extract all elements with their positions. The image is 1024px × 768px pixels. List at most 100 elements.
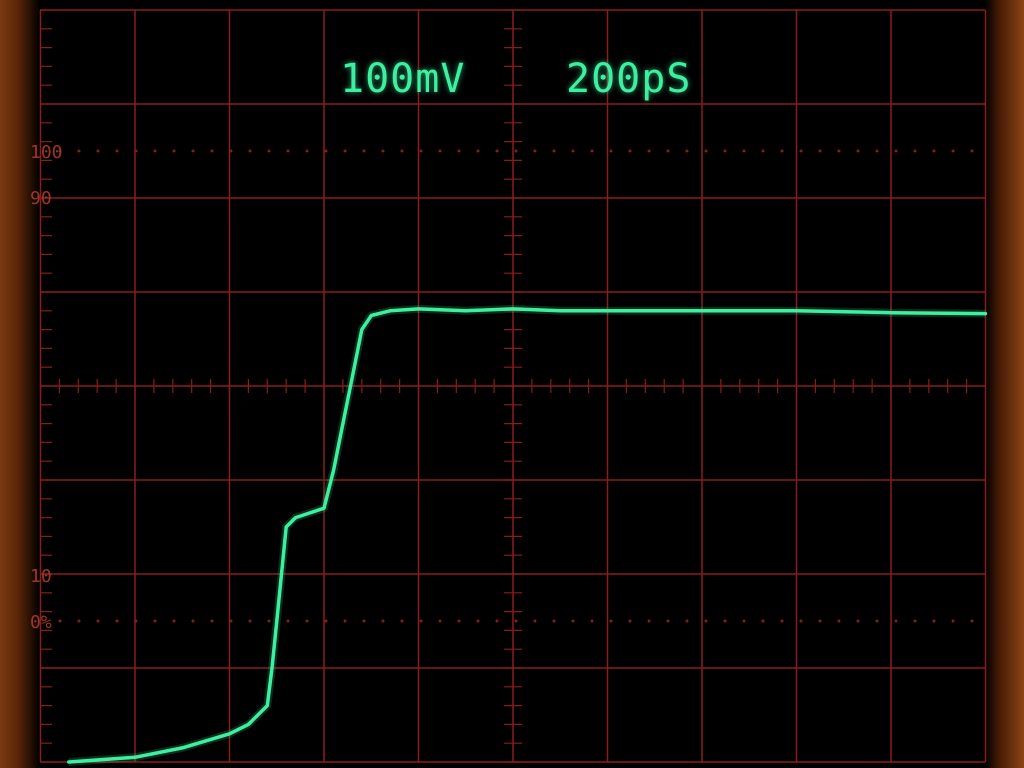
graticule-dot — [742, 619, 746, 623]
graticule-dot — [970, 619, 974, 623]
graticule-dot — [457, 149, 461, 153]
graticule-dot — [685, 149, 689, 153]
graticule-dot — [628, 149, 632, 153]
graticule-dot — [571, 149, 575, 153]
graticule-dot — [286, 619, 290, 623]
graticule-dot — [191, 149, 195, 153]
graticule-dot — [476, 149, 480, 153]
graticule-dot — [438, 149, 442, 153]
graticule-dot — [58, 149, 62, 153]
graticule-dot — [58, 619, 62, 623]
graticule-dot — [115, 619, 119, 623]
graticule-dot — [476, 619, 480, 623]
graticule-dot — [780, 149, 784, 153]
graticule-dot — [96, 619, 100, 623]
graticule-dot — [400, 619, 404, 623]
graticule-dot — [799, 149, 803, 153]
graticule-dot — [267, 619, 271, 623]
graticule-dot — [115, 149, 119, 153]
graticule-dot — [571, 619, 575, 623]
graticule-dot — [210, 619, 214, 623]
graticule-dot — [419, 149, 423, 153]
graticule-dot — [818, 149, 822, 153]
graticule-dot — [533, 149, 537, 153]
graticule-dot — [134, 149, 138, 153]
graticule-dot — [172, 149, 176, 153]
graticule-dot — [210, 149, 214, 153]
graticule-dot — [457, 619, 461, 623]
graticule-dot — [77, 619, 81, 623]
graticule-dot — [362, 149, 366, 153]
graticule-dot — [666, 619, 670, 623]
graticule-dot — [590, 619, 594, 623]
graticule-dot — [191, 619, 195, 623]
graticule-dot — [704, 619, 708, 623]
graticule-dot — [514, 149, 518, 153]
volts-per-div-readout: 100mV — [340, 56, 466, 102]
graticule-dot — [875, 619, 879, 623]
graticule-dot — [495, 149, 499, 153]
graticule-dot — [324, 619, 328, 623]
graticule-dot — [704, 149, 708, 153]
graticule-dot — [419, 619, 423, 623]
graticule-dot — [761, 149, 765, 153]
graticule-dot — [153, 149, 157, 153]
graticule-dot — [723, 149, 727, 153]
graticule-dot — [761, 619, 765, 623]
graticule-dot — [381, 619, 385, 623]
graticule-dot — [951, 619, 955, 623]
graticule-dot — [742, 149, 746, 153]
graticule-dot — [856, 149, 860, 153]
graticule-dot — [229, 149, 233, 153]
graticule-dot — [248, 619, 252, 623]
graticule-dot — [514, 619, 518, 623]
graticule-dot — [96, 149, 100, 153]
graticule-dot — [875, 149, 879, 153]
graticule-dot — [552, 619, 556, 623]
graticule-dot — [647, 619, 651, 623]
marker-0-percent: 0% — [30, 612, 52, 633]
graticule-dot — [343, 619, 347, 623]
graticule-dot — [438, 619, 442, 623]
graticule-dot — [894, 149, 898, 153]
graticule-dot — [305, 149, 309, 153]
graticule-dot — [913, 149, 917, 153]
graticule-dot — [362, 619, 366, 623]
graticule-dot — [894, 619, 898, 623]
graticule-dot — [267, 149, 271, 153]
graticule-dot — [970, 149, 974, 153]
graticule-dot — [799, 619, 803, 623]
graticule-dot — [324, 149, 328, 153]
graticule-dot — [723, 619, 727, 623]
graticule-dot — [248, 149, 252, 153]
graticule-dot — [381, 149, 385, 153]
graticule-dot — [77, 149, 81, 153]
graticule-dot — [400, 149, 404, 153]
graticule-dot — [932, 149, 936, 153]
graticule-dot — [552, 149, 556, 153]
graticule-dot — [685, 619, 689, 623]
graticule-dot — [305, 619, 309, 623]
graticule-dot — [951, 149, 955, 153]
marker-100-percent: 100 — [30, 142, 63, 163]
graticule-dot — [609, 619, 613, 623]
graticule — [39, 9, 987, 763]
marker-10-percent: 10 — [30, 566, 52, 587]
graticule-dot — [837, 619, 841, 623]
graticule-dot — [609, 149, 613, 153]
graticule-dot — [837, 149, 841, 153]
graticule-dot — [913, 619, 917, 623]
graticule-dot — [343, 149, 347, 153]
graticule-dot — [590, 149, 594, 153]
trace-layer — [67, 304, 988, 766]
graticule-dot — [666, 149, 670, 153]
graticule-dot — [286, 149, 290, 153]
graticule-dot — [172, 619, 176, 623]
graticule-dot — [229, 619, 233, 623]
time-per-div-readout: 200pS — [566, 56, 692, 102]
graticule-dot — [628, 619, 632, 623]
graticule-dot — [134, 619, 138, 623]
graticule-dot — [153, 619, 157, 623]
